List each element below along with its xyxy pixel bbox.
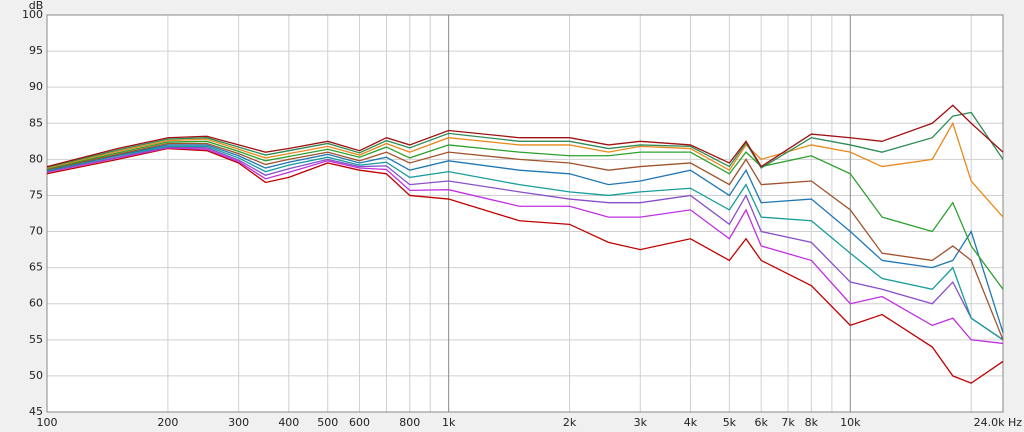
curve [46, 145, 1004, 341]
x-tick-label: 5k [723, 416, 737, 429]
x-tick-label: 100 [37, 416, 58, 429]
x-tick-label: 500 [317, 416, 338, 429]
y-tick-label: 50 [29, 369, 43, 382]
x-tick-label: 200 [157, 416, 178, 429]
curve [46, 147, 1004, 384]
x-tick-label: 7k [781, 416, 795, 429]
y-tick-label: 95 [29, 44, 43, 57]
x-tick-label: 24.0k Hz [974, 416, 1023, 429]
y-tick-label: 85 [29, 116, 43, 129]
y-tick-label: 75 [29, 188, 43, 201]
plot-area [46, 14, 1004, 413]
curve [46, 111, 1004, 169]
y-tick-label: 90 [29, 80, 43, 93]
y-tick-label: 65 [29, 261, 43, 274]
y-tick-label: 60 [29, 297, 43, 310]
y-tick-label: 80 [29, 152, 43, 165]
curve [46, 142, 1004, 341]
x-tick-label: 8k [805, 416, 819, 429]
curve [46, 104, 1004, 168]
y-tick-label: 45 [29, 405, 43, 418]
curve [46, 147, 1004, 345]
curve [46, 146, 1004, 341]
y-tick-label: 100 [22, 8, 43, 21]
x-tick-label: 1k [442, 416, 456, 429]
y-tick-label: 55 [29, 333, 43, 346]
x-tick-label: 800 [399, 416, 420, 429]
x-tick-label: 300 [228, 416, 249, 429]
y-tick-label: 70 [29, 225, 43, 238]
curve [46, 144, 1004, 333]
y-axis-label: dB [29, 0, 44, 12]
plot-border [46, 14, 1004, 413]
x-tick-label: 4k [684, 416, 698, 429]
x-tick-label: 600 [349, 416, 370, 429]
x-tick-label: 10k [840, 416, 861, 429]
curve [46, 121, 1004, 218]
curve [46, 140, 1004, 290]
x-tick-label: 2k [563, 416, 577, 429]
x-tick-label: 6k [754, 416, 768, 429]
x-tick-label: 3k [634, 416, 648, 429]
x-tick-label: 400 [278, 416, 299, 429]
